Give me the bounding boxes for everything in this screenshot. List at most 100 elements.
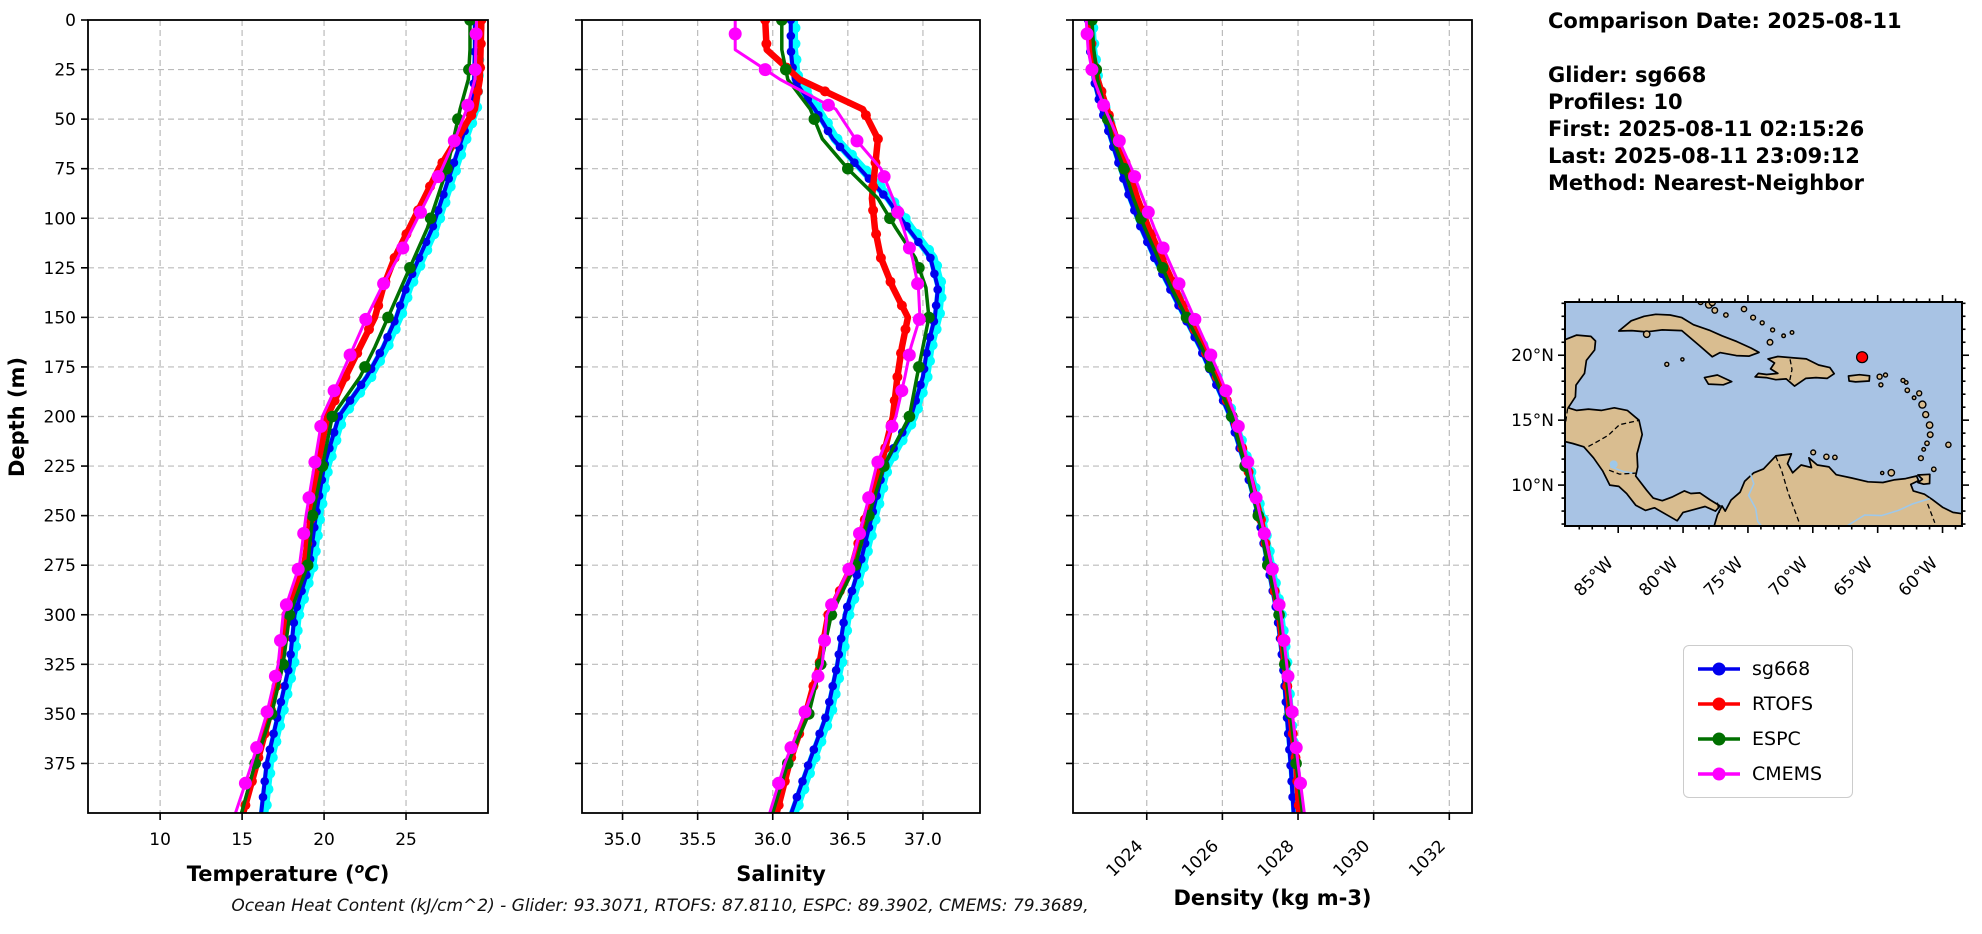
espc-markers — [1086, 20, 1302, 770]
x-tick-label: 1030 — [1329, 836, 1374, 881]
land-central-america — [1565, 334, 1721, 522]
map-ticks — [1558, 295, 1969, 533]
cmems-markers — [1080, 27, 1307, 790]
depth-tick-label: 100 — [44, 209, 76, 229]
x-tick-label: 1026 — [1178, 836, 1223, 881]
y-ticks — [81, 19, 88, 765]
x-tick-label: 1032 — [1405, 836, 1450, 881]
last-profile-time-text: Last: 2025-08-11 23:09:12 — [1548, 144, 1860, 168]
legend-box: sg668 RTOFS ESPC CMEMS — [1683, 645, 1853, 798]
map-lon-label: 60°W — [1895, 553, 1942, 600]
river-magdalena — [1747, 471, 1763, 526]
border-nicaragua-costa-rica — [1608, 469, 1636, 475]
legend-label-sg668: sg668 — [1752, 658, 1811, 680]
depth-tick-label: 325 — [44, 655, 76, 675]
cmems-markers — [238, 27, 483, 790]
map-inset: 85°W 80°W 75°W 70°W 65°W 60°W 10°N 15°N 20°N — [1511, 295, 1969, 601]
map-lon-label: 65°W — [1830, 553, 1877, 600]
legend-marker-espc — [1698, 732, 1740, 746]
x-tick-label: 1024 — [1103, 836, 1148, 881]
x-tick-label: 36.0 — [754, 830, 792, 850]
lake-nicaragua — [1609, 460, 1618, 469]
x-tick-label: 15 — [231, 830, 253, 850]
glider-location-marker — [1856, 351, 1869, 364]
land-jamaica — [1703, 374, 1733, 386]
legend-label-cmems: CMEMS — [1752, 763, 1823, 785]
curves — [1080, 20, 1307, 813]
y-ticks — [1066, 19, 1073, 765]
x-tick-label: 10 — [149, 830, 171, 850]
depth-tick-label: 150 — [44, 308, 76, 328]
glider-name-text: Glider: sg668 — [1548, 63, 1707, 87]
x-tick-label: 25 — [395, 830, 417, 850]
legend-item-sg668: sg668 — [1696, 658, 1842, 680]
depth-tick-label: 350 — [44, 705, 76, 725]
border-venezuela-guyana — [1926, 503, 1936, 524]
x-tick-label: 20 — [313, 830, 335, 850]
salinity-axis-label: Salinity — [736, 862, 826, 886]
land-hispaniola — [1754, 355, 1836, 387]
grid — [582, 20, 980, 813]
depth-tick-label: 75 — [54, 160, 76, 180]
profiles-count-text: Profiles: 10 — [1548, 90, 1683, 114]
info-spacer — [1548, 35, 1978, 62]
legend-marker-cmems — [1698, 767, 1740, 781]
map-frame — [1564, 301, 1963, 527]
map-lat-label: 20°N — [1511, 346, 1554, 366]
depth-tick-label: 375 — [44, 754, 76, 774]
first-profile-time-text: First: 2025-08-11 02:15:26 — [1548, 117, 1865, 141]
border-panama-colombia — [1716, 502, 1721, 514]
map-lon-label: 80°W — [1635, 553, 1682, 600]
x-tick-label: 36.5 — [829, 830, 867, 850]
comparison-date-text: Comparison Date: 2025-08-11 — [1548, 9, 1902, 33]
map-lat-label: 10°N — [1511, 476, 1554, 496]
curves — [728, 20, 947, 813]
legend-label-rtofs: RTOFS — [1752, 693, 1814, 715]
axis-frame — [1072, 19, 1473, 814]
land-trinidad — [1917, 473, 1931, 486]
grid — [1073, 20, 1472, 813]
espc-line — [239, 20, 472, 813]
land-puerto-rico — [1847, 373, 1871, 383]
depth-tick-label: 0 — [65, 11, 76, 31]
depth-tick-label: 125 — [44, 259, 76, 279]
river-orinoco — [1847, 497, 1930, 526]
ocean-heat-content-caption: Ocean Heat Content (kJ/cm^2) - Glider: 9… — [231, 896, 1089, 916]
land-south-america — [1713, 453, 1962, 526]
method-text: Method: Nearest-Neighbor — [1548, 171, 1864, 195]
x-ticks — [621, 813, 924, 820]
curves — [234, 20, 487, 813]
salinity-panel: 35.0 35.5 36.0 36.5 37.0 Salinity — [575, 19, 981, 886]
depth-tick-label: 200 — [44, 408, 76, 428]
rivers — [1610, 466, 1930, 526]
border-guatemala-honduras — [1565, 408, 1569, 427]
x-tick-label: 1028 — [1254, 836, 1299, 881]
x-tick-label: 37.0 — [904, 830, 942, 850]
depth-tick-label: 250 — [44, 507, 76, 527]
temperature-panel: 10 15 20 2502550751001251501752002252502753… — [44, 11, 489, 886]
x-tick-label: 35.5 — [679, 830, 717, 850]
border-colombia-venezuela — [1775, 456, 1801, 525]
espc-markers — [776, 20, 935, 770]
info-panel: Comparison Date: 2025-08-11 Glider: sg66… — [1548, 8, 1978, 197]
depth-tick-label: 225 — [44, 457, 76, 477]
legend-label-espc: ESPC — [1752, 728, 1801, 750]
x-ticks — [159, 813, 407, 820]
land-cuba — [1617, 313, 1760, 358]
map-area — [1565, 302, 1962, 526]
cmems-markers — [728, 27, 926, 790]
legend-item-cmems: CMEMS — [1696, 763, 1842, 785]
depth-tick-label: 175 — [44, 358, 76, 378]
river-san_juan — [1610, 466, 1636, 475]
map-lon-label: 85°W — [1570, 553, 1617, 600]
legend-item-espc: ESPC — [1696, 728, 1842, 750]
density-axis-label: Density (kg m-3) — [1173, 886, 1371, 910]
country-borders — [1565, 359, 1936, 525]
border-haiti-dominican — [1789, 359, 1793, 381]
depth-tick-label: 25 — [54, 61, 76, 81]
legend-marker-sg668 — [1698, 662, 1740, 676]
map-lat-label: 15°N — [1511, 411, 1554, 431]
y-ticks — [575, 19, 582, 765]
